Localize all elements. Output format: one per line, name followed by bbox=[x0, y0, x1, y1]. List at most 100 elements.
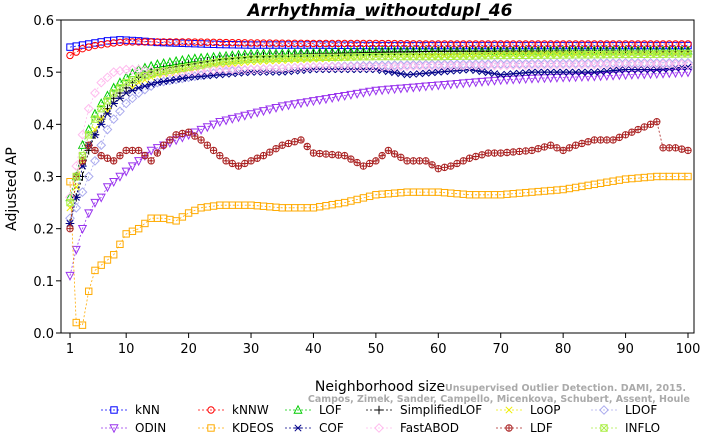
data-point bbox=[664, 69, 674, 79]
data-point bbox=[684, 172, 692, 181]
data-point bbox=[147, 70, 155, 78]
data-point bbox=[509, 148, 517, 156]
data-point bbox=[102, 124, 113, 135]
data-point bbox=[628, 128, 636, 136]
y-tick-label: 0.5 bbox=[33, 66, 54, 81]
data-point bbox=[141, 71, 149, 80]
data-point bbox=[166, 136, 174, 144]
data-point bbox=[322, 150, 330, 158]
data-point bbox=[258, 107, 269, 117]
series-line bbox=[69, 176, 688, 326]
data-point bbox=[240, 111, 250, 121]
data-point bbox=[415, 70, 424, 78]
data-point bbox=[559, 146, 567, 155]
data-point bbox=[578, 139, 586, 148]
data-point bbox=[521, 147, 530, 155]
data-point bbox=[171, 75, 181, 84]
legend-label: LDOF bbox=[625, 403, 657, 417]
data-point bbox=[627, 70, 637, 80]
data-point bbox=[645, 70, 656, 80]
data-point bbox=[583, 72, 593, 82]
data-point bbox=[440, 68, 449, 76]
data-point bbox=[78, 321, 87, 329]
series-layer bbox=[65, 36, 693, 329]
data-point bbox=[327, 94, 337, 104]
data-point bbox=[90, 108, 100, 118]
data-point bbox=[521, 69, 530, 77]
data-point bbox=[141, 152, 149, 160]
data-point bbox=[159, 67, 168, 75]
data-point bbox=[446, 80, 456, 90]
data-point bbox=[97, 120, 106, 128]
data-point bbox=[109, 251, 118, 259]
x-tick-label: 30 bbox=[243, 342, 260, 357]
data-point bbox=[96, 98, 106, 108]
data-point bbox=[302, 98, 312, 108]
data-point bbox=[90, 198, 100, 208]
data-point bbox=[422, 157, 430, 165]
data-point bbox=[671, 144, 680, 152]
legend-marker bbox=[374, 405, 384, 415]
legend-label: kNNW bbox=[232, 403, 269, 417]
data-point bbox=[353, 158, 361, 167]
x-tick-label: 80 bbox=[555, 342, 572, 357]
data-point bbox=[677, 63, 686, 72]
data-point bbox=[184, 128, 193, 136]
data-point bbox=[297, 136, 305, 144]
data-point bbox=[134, 157, 144, 167]
data-point bbox=[415, 157, 424, 165]
data-point bbox=[197, 61, 205, 69]
x-tick-label: 50 bbox=[368, 342, 385, 357]
data-point bbox=[620, 71, 631, 81]
data-point bbox=[91, 266, 99, 275]
legend-label: COF bbox=[319, 421, 344, 434]
data-point bbox=[684, 146, 692, 155]
data-point bbox=[102, 183, 113, 193]
data-point bbox=[85, 131, 93, 139]
data-point bbox=[564, 73, 575, 83]
data-point bbox=[603, 136, 611, 144]
data-point bbox=[497, 149, 505, 157]
data-point bbox=[433, 81, 443, 91]
data-point bbox=[609, 136, 617, 144]
data-point bbox=[72, 172, 80, 181]
data-point bbox=[172, 217, 180, 225]
legend-item: LDOF bbox=[591, 403, 657, 417]
legend-marker bbox=[599, 405, 609, 415]
x-tick-label: 90 bbox=[617, 342, 634, 357]
data-point bbox=[241, 55, 249, 64]
legend-label: LoOP bbox=[530, 403, 561, 417]
data-point bbox=[228, 56, 237, 65]
data-point bbox=[509, 70, 518, 78]
data-point bbox=[202, 123, 212, 133]
data-point bbox=[127, 162, 138, 172]
data-point bbox=[496, 76, 506, 86]
legend-marker bbox=[110, 406, 118, 414]
data-point bbox=[203, 60, 212, 68]
watermark-line-1: Unsupervised Outlier Detection. DAMI, 20… bbox=[445, 383, 686, 394]
data-point bbox=[159, 78, 168, 86]
data-point bbox=[128, 146, 137, 155]
legend-item: kNNW bbox=[198, 403, 269, 417]
data-point bbox=[359, 194, 368, 202]
data-point bbox=[452, 79, 462, 89]
data-point bbox=[184, 209, 193, 217]
data-point bbox=[90, 155, 100, 166]
data-point bbox=[241, 159, 249, 168]
data-point bbox=[84, 209, 94, 219]
legend: kNN kNNW LOF SimplifiedLOF LoOP LDOF ODIN KDEOS… bbox=[101, 403, 660, 434]
data-point bbox=[178, 74, 187, 82]
data-point bbox=[165, 76, 175, 85]
x-tick-label: 1 bbox=[66, 342, 74, 357]
y-tick-label: 0.2 bbox=[33, 223, 54, 238]
data-point bbox=[266, 148, 274, 156]
data-point bbox=[414, 83, 425, 93]
legend-marker bbox=[505, 424, 513, 432]
data-point bbox=[140, 82, 150, 90]
data-point bbox=[477, 68, 487, 76]
data-point bbox=[589, 72, 599, 82]
y-tick-label: 0.1 bbox=[33, 275, 54, 290]
data-point bbox=[196, 125, 206, 135]
data-point bbox=[97, 104, 105, 113]
